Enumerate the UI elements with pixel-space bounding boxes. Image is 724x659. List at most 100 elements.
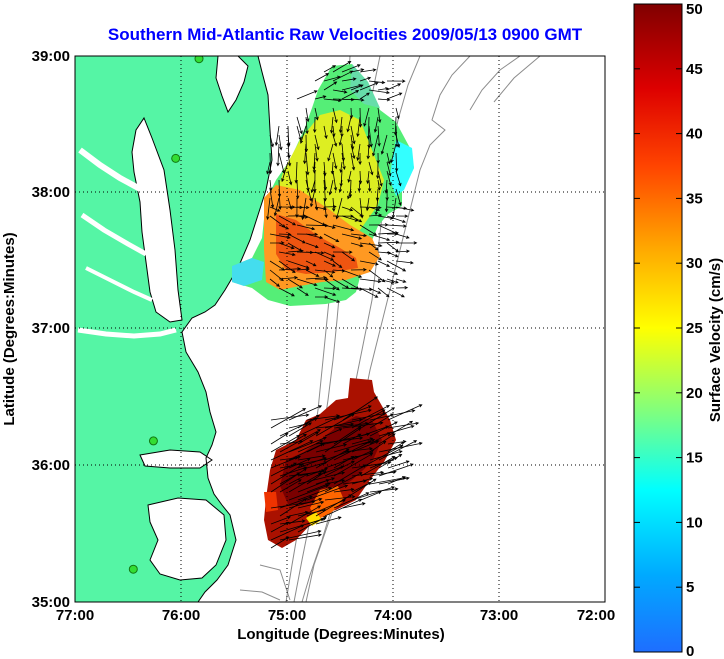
velocity-arrow	[351, 440, 380, 453]
velocity-arrow	[324, 472, 363, 493]
y-tick-label: 37:00	[32, 320, 70, 337]
velocity-arrow	[296, 287, 309, 296]
velocity-arrow	[274, 125, 280, 147]
velocity-arrow	[342, 421, 384, 429]
velocity-arrow	[332, 170, 338, 192]
colorbar-tick-label: 30	[686, 255, 703, 272]
velocity-arrow	[386, 251, 399, 258]
x-axis-label: Longitude (Degrees:Minutes)	[237, 626, 445, 643]
velocity-arrow	[384, 197, 389, 213]
velocity-arrow	[342, 502, 366, 509]
velocity-arrow	[341, 269, 363, 278]
velocity-arrow	[324, 460, 355, 477]
velocity-arrow	[350, 84, 364, 91]
velocity-arrow	[350, 268, 367, 272]
velocity-arrow	[342, 433, 362, 445]
velocity-arrow	[273, 197, 280, 217]
velocity-arrow	[387, 404, 423, 421]
velocity-arrow	[333, 455, 355, 469]
velocity-arrow	[297, 516, 328, 533]
velocity-arrow	[330, 116, 334, 134]
velocity-arrow	[368, 89, 390, 95]
velocity-arrow	[278, 152, 286, 174]
velocity-arrow	[270, 455, 301, 469]
velocity-arrow	[288, 422, 312, 437]
velocity-arrow	[315, 448, 350, 469]
velocity-arrow	[269, 278, 281, 287]
colorbar-tick-label: 45	[686, 61, 703, 78]
velocity-arrow	[395, 188, 402, 206]
velocity-arrow	[377, 107, 382, 124]
velocity-arrow	[377, 125, 381, 147]
radar-station-marker	[148, 436, 158, 446]
velocity-arrow	[332, 224, 355, 232]
velocity-arrow	[387, 460, 410, 469]
velocity-arrow	[269, 233, 291, 239]
velocity-arrow	[387, 441, 405, 453]
velocity-arrow	[315, 516, 342, 525]
velocity-arrow	[332, 89, 348, 94]
y-tick-label: 35:00	[32, 594, 70, 611]
map-title: Southern Mid-Atlantic Raw Velocities 200…	[108, 25, 583, 44]
velocity-arrow	[279, 479, 302, 493]
colorbar-tick-label: 20	[686, 385, 703, 402]
velocity-arrow	[386, 152, 391, 165]
velocity-arrow	[386, 287, 405, 298]
velocity-arrow	[368, 161, 374, 176]
velocity-arrow	[395, 278, 407, 283]
velocity-arrow	[341, 206, 354, 212]
velocity-arrow	[378, 433, 396, 445]
velocity-arrow	[333, 487, 355, 493]
velocity-arrow	[314, 143, 319, 162]
x-tick-label: 73:00	[480, 607, 518, 624]
velocity-arrow	[324, 498, 363, 517]
velocity-arrow	[350, 242, 364, 248]
velocity-arrow	[359, 76, 372, 82]
velocity-arrow	[297, 454, 326, 461]
velocity-arrow	[323, 233, 340, 243]
velocity-arrow	[270, 516, 292, 525]
velocity-arrow	[270, 463, 304, 485]
velocity-arrow	[378, 463, 414, 477]
velocity-arrow	[305, 269, 320, 277]
velocity-arrow	[350, 215, 363, 223]
velocity-arrow	[287, 134, 291, 147]
velocity-arrow	[295, 179, 300, 200]
colorbar-label: Surface Velocity (cm/s)	[707, 258, 724, 422]
velocity-arrow	[296, 267, 310, 272]
velocity-arrow	[297, 487, 333, 501]
velocity-arrow	[314, 206, 327, 211]
velocity-arrow	[360, 445, 404, 469]
y-tick-labels: 35:00 36:00 37:00 38:00 39:00	[32, 48, 70, 611]
velocity-arrow	[350, 98, 365, 102]
velocity-arrow	[350, 68, 365, 73]
velocity-arrow	[324, 427, 362, 453]
velocity-arrow	[296, 205, 310, 210]
velocity-arrow	[278, 287, 295, 297]
velocity-arrow	[351, 437, 374, 445]
colorbar-tick-label: 40	[686, 126, 703, 143]
velocity-arrow	[331, 197, 336, 212]
velocity-arrow	[314, 287, 337, 296]
velocity-arrow	[360, 407, 396, 429]
velocity-arrow	[270, 468, 308, 493]
velocity-arrow	[395, 286, 409, 290]
velocity-arrow	[386, 215, 407, 223]
velocity-arrow	[315, 494, 353, 517]
velocity-arrow	[335, 197, 343, 220]
velocity-arrow	[306, 470, 327, 485]
velocity-arrow	[341, 64, 361, 73]
velocity-arrow	[386, 260, 407, 272]
velocity-arrow	[323, 205, 337, 209]
velocity-arrow	[288, 436, 327, 453]
velocity-arrow	[386, 161, 392, 177]
velocity-arrow	[359, 92, 370, 100]
velocity-arrow	[288, 405, 323, 421]
velocity-arrow	[367, 179, 372, 192]
velocity-arrow	[324, 432, 371, 445]
velocity-arrow	[346, 116, 352, 133]
velocity-arrow	[332, 61, 352, 73]
velocity-arrow	[278, 242, 295, 250]
velocity-arrow	[332, 70, 354, 82]
velocity-arrow	[359, 68, 377, 73]
